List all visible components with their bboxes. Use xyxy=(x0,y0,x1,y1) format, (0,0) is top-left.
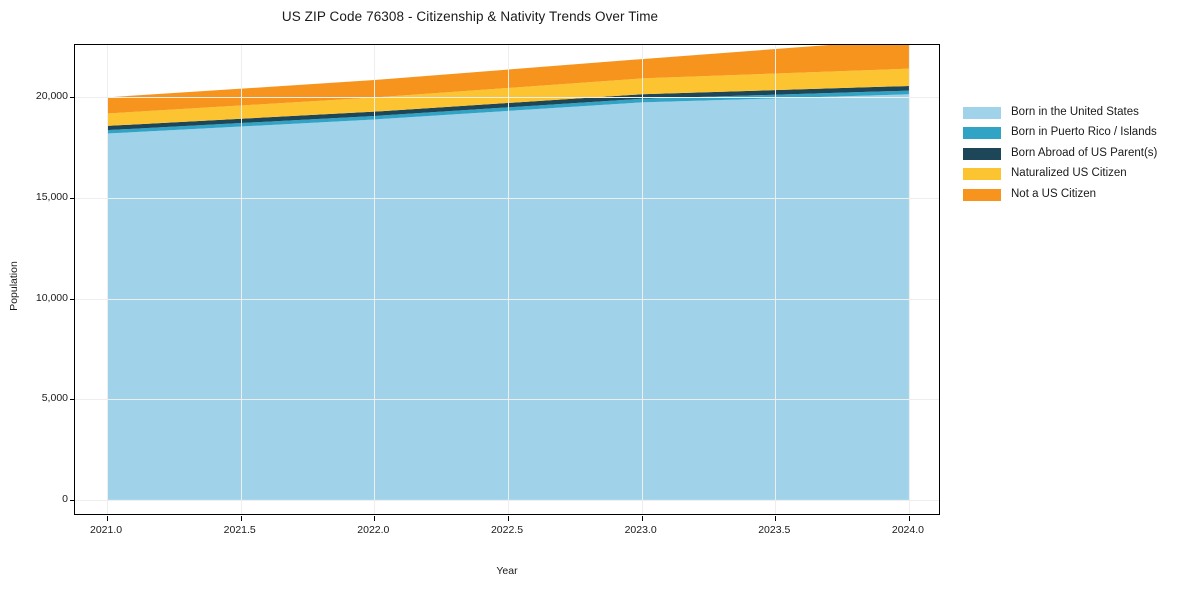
x-tick-label: 2023.0 xyxy=(624,524,657,536)
y-tick-mark xyxy=(70,298,75,300)
area-series xyxy=(107,94,909,500)
x-tick-label: 2023.5 xyxy=(758,524,791,536)
gridline-vertical xyxy=(908,45,910,514)
legend-item[interactable]: Born in the United States xyxy=(963,106,1157,119)
gridline-horizontal xyxy=(75,399,939,401)
y-axis-title: Population xyxy=(8,261,20,311)
x-tick-label: 2021.0 xyxy=(90,524,123,536)
legend-item-label: Naturalized US Citizen xyxy=(1011,167,1127,180)
area-series xyxy=(107,90,909,134)
legend-swatch-icon xyxy=(963,168,1001,180)
gridline-horizontal xyxy=(75,298,939,300)
x-tick-mark xyxy=(107,516,109,521)
x-tick-label: 2022.0 xyxy=(357,524,390,536)
y-tick-label: 15,000 xyxy=(35,190,68,203)
legend-swatch-icon xyxy=(963,188,1001,201)
gridline-vertical xyxy=(775,45,777,514)
legend-item[interactable]: Naturalized US Citizen xyxy=(963,168,1157,181)
gridline-vertical xyxy=(374,45,376,514)
area-series xyxy=(107,68,909,126)
x-tick-mark xyxy=(240,516,242,521)
x-tick-mark xyxy=(374,516,376,521)
legend-item-label: Born in Puerto Rico / Islands xyxy=(1011,126,1157,139)
x-tick-label: 2024.0 xyxy=(891,524,924,536)
y-tick-mark xyxy=(70,197,75,199)
y-tick-label: 20,000 xyxy=(35,90,68,103)
x-tick-mark xyxy=(775,516,777,521)
x-tick-label: 2021.5 xyxy=(223,524,256,536)
x-tick-label: 2022.5 xyxy=(490,524,524,536)
stacked-area-series xyxy=(107,45,909,500)
x-axis-tick-labels: 2021.0 2021.5 2022.0 2022.5 2023.0 2023.5 2024… xyxy=(0,524,1189,544)
gridline-vertical xyxy=(508,45,509,514)
x-axis-title: Year xyxy=(496,565,518,577)
legend-item[interactable]: Born Abroad of US Parent(s) xyxy=(963,147,1157,160)
legend-item-label: Not a US Citizen xyxy=(1011,187,1097,200)
y-tick-mark xyxy=(70,499,75,501)
gridline-horizontal xyxy=(75,499,939,501)
x-tick-mark xyxy=(908,516,910,521)
gridline-vertical xyxy=(107,45,109,514)
gridline-horizontal xyxy=(75,97,939,99)
area-series xyxy=(107,45,909,114)
gridline-vertical xyxy=(641,45,643,514)
plot-area xyxy=(70,44,940,521)
chart-legend: Born in the United States Born in Puerto … xyxy=(963,106,1157,201)
y-tick-mark xyxy=(70,97,75,99)
y-tick-mark xyxy=(70,399,75,401)
legend-item[interactable]: Born in Puerto Rico / Islands xyxy=(963,127,1157,140)
area-series xyxy=(107,85,909,131)
chart-title: US ZIP Code 76308 - Citizenship & Nativi… xyxy=(281,9,659,24)
y-tick-label: 10,000 xyxy=(35,291,68,304)
gridline-vertical xyxy=(240,45,242,514)
plot-inner xyxy=(75,45,939,514)
x-tick-mark xyxy=(641,516,643,521)
legend-item-label: Born in the United States xyxy=(1011,105,1139,118)
y-axis-tick-labels: 0 5,000 10,000 15,000 20,000 xyxy=(0,0,68,590)
legend-item[interactable]: Not a US Citizen xyxy=(963,188,1157,201)
y-tick-label: 0 xyxy=(62,492,68,505)
legend-item-label: Born Abroad of US Parent(s) xyxy=(1011,146,1158,159)
y-tick-label: 5,000 xyxy=(41,392,68,405)
x-tick-mark xyxy=(508,516,509,521)
legend-swatch-icon xyxy=(963,127,1001,139)
gridline-horizontal xyxy=(75,197,939,199)
legend-swatch-icon xyxy=(963,106,1001,119)
legend-swatch-icon xyxy=(963,147,1001,160)
